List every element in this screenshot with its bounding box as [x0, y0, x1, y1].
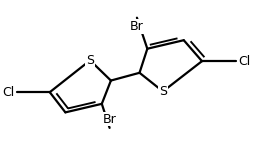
Text: S: S	[159, 85, 167, 98]
Text: Br: Br	[130, 20, 144, 33]
Text: Br: Br	[103, 112, 117, 126]
Text: Cl: Cl	[238, 55, 251, 68]
Text: S: S	[86, 54, 94, 67]
Text: Cl: Cl	[2, 86, 15, 99]
